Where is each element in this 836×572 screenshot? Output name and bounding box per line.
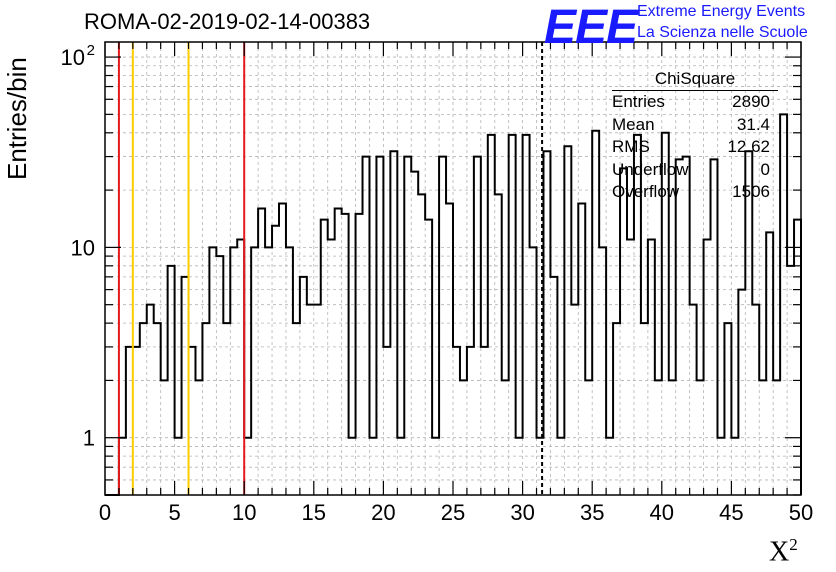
x-tick-label: 15 (302, 500, 326, 525)
x-tick-label: 30 (510, 500, 534, 525)
logo-line2: La Scienza nelle Scuole (637, 24, 808, 41)
stats-value: 0 (760, 159, 770, 179)
stats-label: Mean (612, 114, 655, 134)
stats-row-rms: RMS 12.62 (612, 136, 778, 159)
x-tick-label: 20 (371, 500, 395, 525)
x-tick-label: 35 (580, 500, 604, 525)
stats-box: ChiSquare Entries 2890 Mean 31.4 RMS 12.62 … (612, 68, 778, 204)
stats-label: RMS (612, 137, 650, 157)
stats-label: Overflow (612, 182, 680, 202)
x-tick-label: 0 (99, 500, 111, 525)
stats-row-mean: Mean 31.4 (612, 114, 778, 137)
x-axis-label: X2 (769, 535, 798, 568)
x-tick-label: 25 (441, 500, 465, 525)
stats-value: 1506 (732, 182, 770, 202)
y-tick-label: 1 (83, 426, 95, 451)
y-tick-label: 10 (71, 235, 95, 260)
stats-value: 2890 (732, 92, 770, 111)
stats-label: Entries (612, 92, 665, 111)
histogram-bars (105, 113, 802, 496)
x-axis-label-sup: 2 (789, 535, 798, 554)
x-tick-label: 45 (719, 500, 743, 525)
stats-value: 31.4 (736, 114, 770, 134)
y-axis-label: Entries/bin (2, 57, 32, 180)
stats-row-overflow: Overflow 1506 (612, 181, 778, 204)
stats-value: 12.62 (727, 137, 770, 157)
stats-row-underflow: Underflow 0 (612, 159, 778, 182)
y-tick-label: 10 (61, 45, 85, 70)
x-tick-label: 40 (650, 500, 674, 525)
x-tick-label: 5 (168, 500, 180, 525)
chart-title: ROMA-02-2019-02-14-00383 (84, 9, 371, 34)
eee-logo: EEE (544, 1, 638, 54)
y-tick-label-sup: 2 (87, 42, 95, 59)
x-axis-label-base: X (769, 536, 790, 568)
stats-header: ChiSquare (612, 68, 778, 91)
stats-row-entries: Entries 2890 (612, 91, 778, 114)
x-tick-label: 10 (232, 500, 256, 525)
logo-line1: Extreme Energy Events (637, 3, 806, 20)
stats-label: Underflow (612, 159, 689, 179)
x-tick-label: 50 (789, 500, 813, 525)
